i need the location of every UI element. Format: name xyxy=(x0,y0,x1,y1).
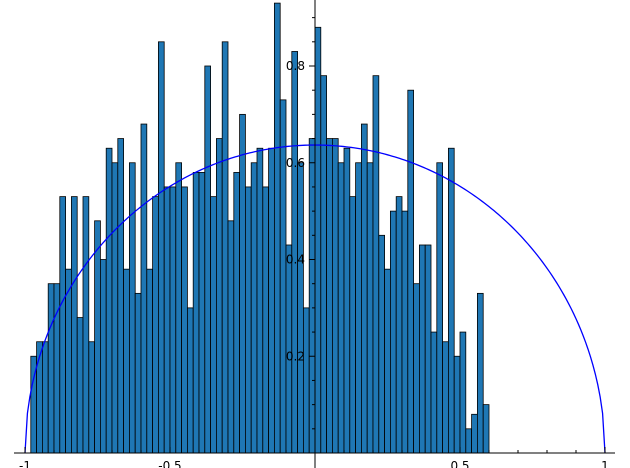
histogram-bar xyxy=(100,259,107,454)
histogram-bar xyxy=(273,2,281,454)
histogram-bar xyxy=(181,186,188,454)
histogram-bar xyxy=(47,283,55,454)
histogram-bar xyxy=(111,162,119,454)
histogram-bar xyxy=(372,75,380,454)
histogram-bar xyxy=(192,172,200,454)
y-tick-label: 0.6 xyxy=(286,156,305,170)
histogram-bar xyxy=(204,65,212,454)
histogram-bar xyxy=(343,147,351,454)
histogram-bar xyxy=(355,162,362,454)
histogram-bar xyxy=(76,317,84,454)
histogram-bar xyxy=(453,355,461,454)
histogram-bar xyxy=(476,292,484,454)
histogram-bar xyxy=(279,99,287,454)
histogram-bar xyxy=(239,113,246,454)
histogram-bar xyxy=(82,196,90,454)
histogram-bar xyxy=(447,147,455,454)
histogram-bar xyxy=(308,138,316,454)
histogram-bar xyxy=(360,123,368,454)
histogram-bar xyxy=(105,147,113,454)
histogram-bar xyxy=(146,268,154,454)
histogram-bar xyxy=(337,162,345,454)
histogram-bar xyxy=(134,292,142,454)
histogram-bar xyxy=(71,196,78,454)
histogram-bar xyxy=(320,75,327,454)
histogram-bar xyxy=(262,186,269,454)
histogram-bar xyxy=(157,41,165,454)
histogram-bar xyxy=(389,210,397,454)
histogram-bar xyxy=(123,268,130,454)
histogram-bar xyxy=(221,41,229,454)
histogram-bar xyxy=(175,162,183,454)
histogram-bar xyxy=(117,138,125,454)
histogram-bar xyxy=(227,220,235,454)
histogram-bar xyxy=(395,196,403,454)
y-tick-label: 0.8 xyxy=(286,59,305,73)
histogram-bar xyxy=(424,244,432,454)
histogram-bar xyxy=(471,413,478,454)
histogram-bar xyxy=(430,331,438,454)
x-tick-label: -1 xyxy=(19,459,31,468)
histogram-bar xyxy=(163,186,171,454)
histogram-bar xyxy=(268,147,275,454)
histogram-bar xyxy=(250,162,258,454)
histogram-bar xyxy=(442,341,449,454)
histogram-bar xyxy=(210,196,217,454)
histogram-bar xyxy=(128,162,136,454)
histogram-bar xyxy=(140,123,148,454)
y-ticks-group: 0.2 0.4 0.6 0.8 xyxy=(286,17,315,430)
histogram-bar xyxy=(152,196,159,454)
x-tick-label: 0.5 xyxy=(450,459,469,468)
histogram-bar xyxy=(384,268,391,454)
histogram-bar xyxy=(94,220,101,454)
histogram-bar xyxy=(169,186,177,454)
histogram-bar xyxy=(198,172,206,454)
histogram-bar xyxy=(42,341,49,454)
histogram-bar xyxy=(88,341,96,454)
histogram-bar xyxy=(326,138,333,454)
histogram-bar xyxy=(465,428,472,454)
histogram-bar xyxy=(407,89,414,454)
histogram-bar xyxy=(436,162,443,454)
histogram-bar xyxy=(244,186,252,454)
bars-group xyxy=(30,2,490,454)
histogram-bar xyxy=(59,196,66,454)
histogram-bar xyxy=(366,162,374,454)
histogram-bar xyxy=(297,162,304,454)
histogram-bar xyxy=(331,138,339,454)
histogram-bar xyxy=(482,404,490,454)
histogram-bar xyxy=(233,172,241,454)
histogram-bar xyxy=(302,307,310,454)
histogram-bar xyxy=(349,196,356,454)
histogram-bar xyxy=(314,26,322,454)
x-tick-label: -0.5 xyxy=(158,459,181,468)
x-tick-label: 1 xyxy=(601,459,609,468)
histogram-bar xyxy=(459,331,467,454)
histogram-bar xyxy=(256,147,264,454)
histogram-bar xyxy=(65,268,72,454)
histogram-bar xyxy=(215,138,223,454)
histogram-bar xyxy=(418,244,426,454)
y-tick-label: 0.4 xyxy=(286,253,305,267)
histogram-bar xyxy=(378,234,385,454)
histogram-bar xyxy=(413,283,420,454)
x-ticks-group: -1 -0.5 0.5 1 xyxy=(19,447,609,468)
y-tick-label: 0.2 xyxy=(286,349,305,363)
histogram-bar xyxy=(401,210,409,454)
histogram-bar xyxy=(186,307,194,454)
